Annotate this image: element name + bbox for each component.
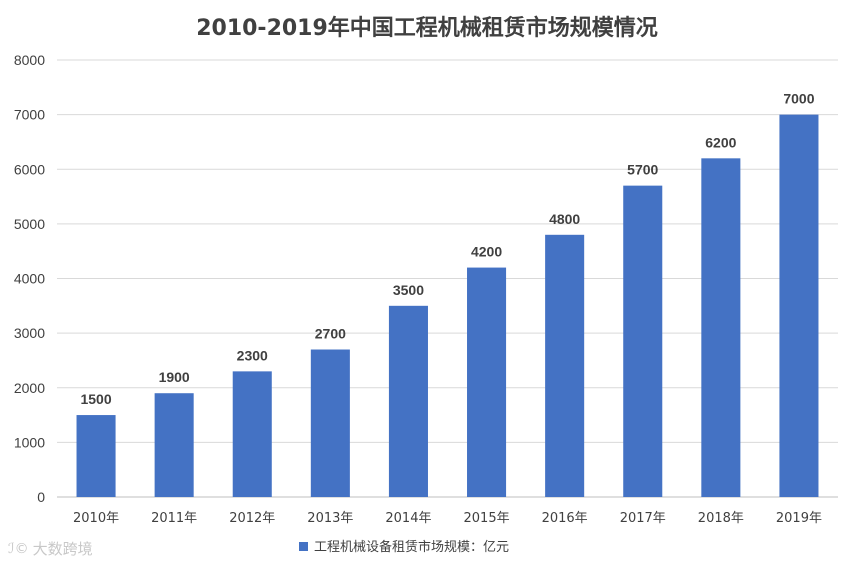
x-tick-label: 2011年 xyxy=(151,511,197,526)
bar xyxy=(701,158,741,497)
x-tick-label: 2016年 xyxy=(542,511,588,526)
x-tick-label: 2013年 xyxy=(307,511,353,526)
data-label: 4200 xyxy=(471,244,502,260)
y-tick-label: 3000 xyxy=(14,325,45,341)
bar xyxy=(779,114,819,497)
x-tick-label: 2017年 xyxy=(620,511,666,526)
bar xyxy=(545,234,585,498)
watermark-text: 大数跨境 xyxy=(32,540,93,558)
data-label: 2700 xyxy=(315,326,346,342)
y-tick-label: 1000 xyxy=(14,434,45,450)
bar-series xyxy=(76,114,819,498)
x-tick-label: 2012年 xyxy=(229,511,275,526)
bar xyxy=(623,185,663,497)
y-tick-label: 2000 xyxy=(14,380,45,396)
y-tick-label: 0 xyxy=(37,489,45,505)
legend-label: 工程机械设备租赁市场规模：亿元 xyxy=(314,539,509,555)
data-label: 5700 xyxy=(627,162,658,178)
x-tick-label: 2015年 xyxy=(464,511,510,526)
data-label: 2300 xyxy=(237,347,268,363)
chart-title: 2010-2019年中国工程机械租赁市场规模情况 xyxy=(196,15,658,41)
y-tick-label: 6000 xyxy=(14,161,45,177)
bar xyxy=(76,415,116,497)
legend: 工程机械设备租赁市场规模：亿元 xyxy=(299,539,509,555)
data-label: 1500 xyxy=(80,391,111,407)
x-axis: 2010年 2011年 2012年 2013年 2014年 2015年 2016年 2017年… xyxy=(73,511,822,526)
data-label: 4800 xyxy=(549,211,580,227)
data-label: 7000 xyxy=(783,91,814,107)
ic-logo-icon: ℐ© xyxy=(8,540,29,557)
legend-swatch xyxy=(299,542,308,551)
data-label: 3500 xyxy=(393,282,424,298)
data-labels: 1500 1900 2300 2700 3500 4200 4800 5700 6200 7000 xyxy=(80,91,814,407)
y-tick-label: 8000 xyxy=(14,52,45,68)
y-tick-label: 4000 xyxy=(14,271,45,287)
x-tick-label: 2014年 xyxy=(385,511,431,526)
x-tick-label: 2019年 xyxy=(776,511,822,526)
y-axis: 0 1000 2000 3000 4000 5000 6000 7000 8000 xyxy=(14,52,45,505)
y-tick-label: 5000 xyxy=(14,216,45,232)
bar xyxy=(388,305,428,497)
watermark: ℐ© 大数跨境 xyxy=(8,538,93,559)
data-label: 6200 xyxy=(705,134,736,150)
bar xyxy=(467,267,507,497)
bar xyxy=(232,371,272,497)
data-label: 1900 xyxy=(159,369,190,385)
y-tick-label: 7000 xyxy=(14,107,45,123)
bar xyxy=(310,349,350,497)
x-tick-label: 2010年 xyxy=(73,511,119,526)
bar xyxy=(154,393,194,497)
x-tick-label: 2018年 xyxy=(698,511,744,526)
